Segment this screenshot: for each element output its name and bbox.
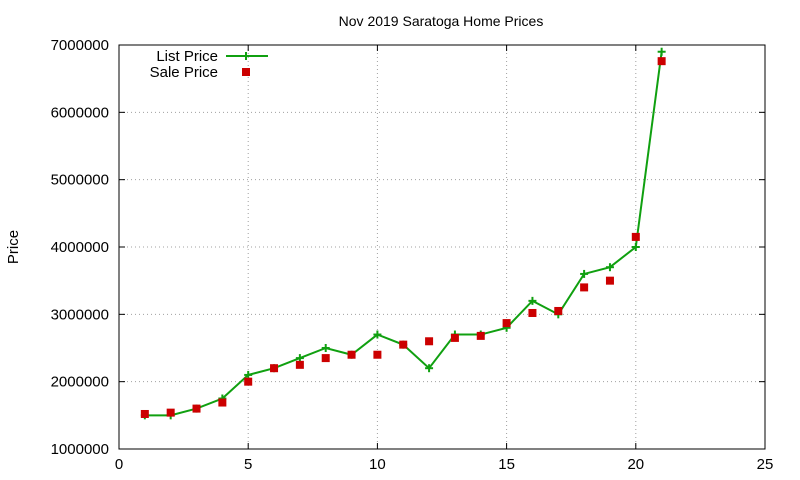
y-tick-label: 4000000 bbox=[51, 239, 109, 256]
x-tick-label: 15 bbox=[498, 456, 515, 473]
x-tick-label: 20 bbox=[627, 456, 644, 473]
list-price-point bbox=[373, 330, 382, 339]
sale-price-point bbox=[425, 337, 434, 346]
list-price-point bbox=[295, 354, 304, 363]
sale-price-point bbox=[399, 340, 408, 349]
sale-price-point bbox=[502, 319, 511, 328]
y-tick-label: 6000000 bbox=[51, 104, 109, 121]
series-sale-price bbox=[140, 57, 666, 418]
legend-label: List Price bbox=[156, 48, 218, 65]
list-price-point bbox=[321, 344, 330, 352]
x-tick-label: 25 bbox=[757, 456, 774, 473]
list-price-point bbox=[528, 296, 537, 305]
y-tick-label: 3000000 bbox=[51, 306, 109, 323]
sale-price-point bbox=[657, 57, 666, 66]
x-tick-label: 10 bbox=[369, 456, 386, 473]
sale-price-point bbox=[450, 333, 459, 342]
sale-price-point bbox=[140, 409, 149, 418]
sale-price-point bbox=[218, 398, 227, 407]
y-tick-label: 1000000 bbox=[51, 441, 109, 458]
sale-price-point bbox=[554, 306, 563, 315]
sale-price-point bbox=[192, 404, 201, 413]
sale-price-point bbox=[605, 276, 614, 285]
list-price-line bbox=[144, 51, 663, 417]
sale-price-point bbox=[166, 408, 175, 417]
x-tick-label: 5 bbox=[244, 456, 252, 473]
legend-square-swatch bbox=[242, 68, 250, 76]
list-price-point bbox=[631, 243, 640, 251]
sale-price-point bbox=[244, 377, 253, 386]
chart-title: Nov 2019 Saratoga Home Prices bbox=[339, 13, 544, 29]
sale-price-point bbox=[631, 232, 640, 241]
sale-price-point bbox=[373, 350, 382, 359]
list-price-point bbox=[605, 263, 614, 272]
y-tick-label: 5000000 bbox=[51, 172, 109, 189]
x-tick-label: 0 bbox=[115, 456, 123, 473]
sale-price-point bbox=[270, 364, 279, 373]
list-price-point bbox=[425, 364, 434, 373]
sale-price-point bbox=[580, 283, 589, 292]
grid bbox=[119, 45, 765, 449]
y-axis-label: Price bbox=[5, 230, 22, 264]
sale-price-point bbox=[295, 360, 304, 369]
y-tick-label: 2000000 bbox=[51, 374, 109, 391]
legend-label: Sale Price bbox=[150, 64, 218, 81]
sale-price-point bbox=[321, 354, 330, 363]
axis-ticks: 0 5 10 15 20 25 1000000 2000000 3000000 4000000 50… bbox=[51, 37, 774, 473]
list-price-point bbox=[244, 370, 253, 379]
sale-price-point bbox=[347, 350, 356, 359]
series-list-price bbox=[140, 47, 666, 420]
sale-price-point bbox=[528, 308, 537, 317]
sale-price-point bbox=[476, 331, 485, 340]
legend-plus-swatch bbox=[242, 52, 250, 60]
list-price-point bbox=[657, 47, 666, 56]
series bbox=[140, 47, 666, 420]
y-tick-label: 7000000 bbox=[51, 37, 109, 54]
list-price-point bbox=[580, 269, 589, 278]
